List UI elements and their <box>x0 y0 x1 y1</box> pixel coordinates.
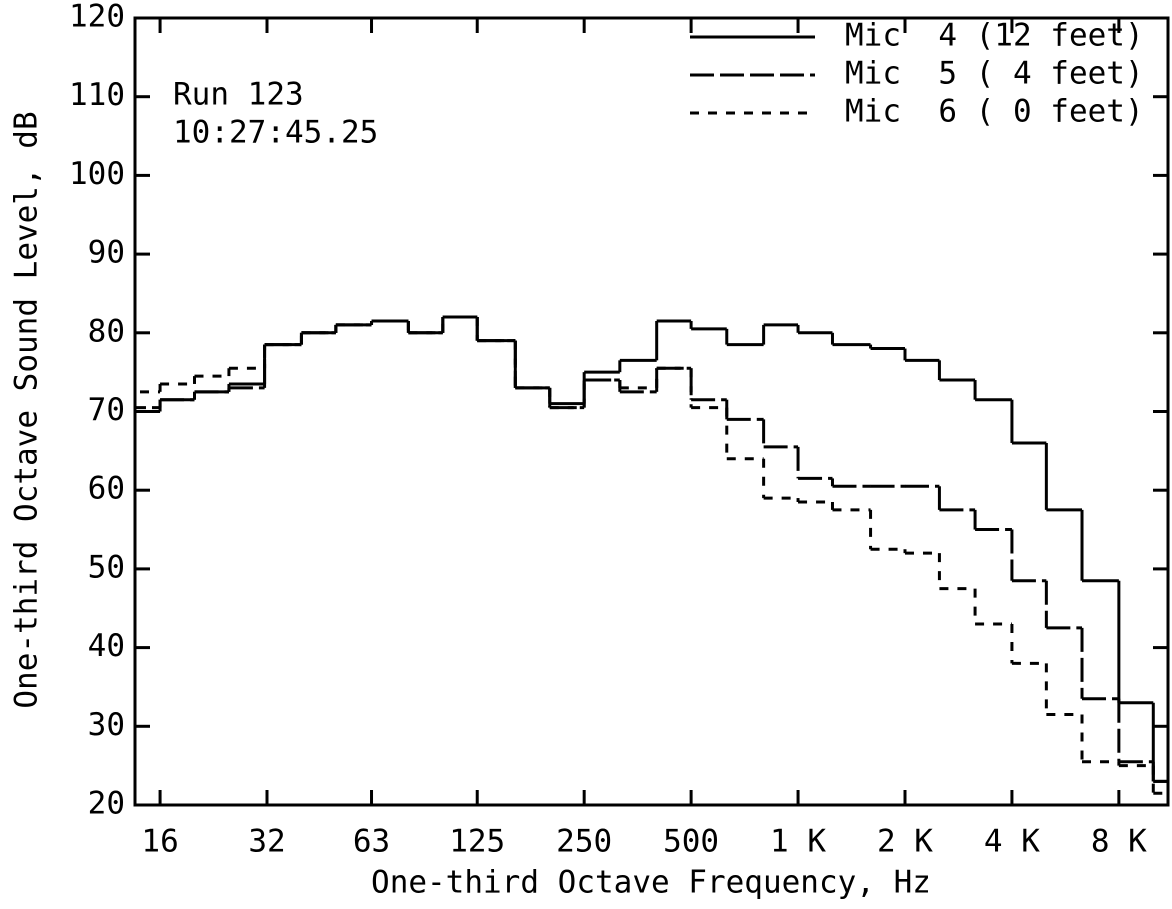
y-tick-label: 110 <box>69 77 125 113</box>
y-tick-label: 60 <box>88 471 125 507</box>
x-tick-label: 500 <box>663 824 719 860</box>
legend-label: Mic 6 ( 0 feet) <box>845 94 1144 130</box>
y-tick-label: 70 <box>88 392 125 428</box>
y-tick-label: 90 <box>88 235 125 271</box>
x-axis-label: One-third Octave Frequency, Hz <box>371 865 931 901</box>
x-tick-label: 8 K <box>1091 824 1147 860</box>
y-tick-label: 80 <box>88 313 125 349</box>
legend-label: Mic 4 (12 feet) <box>845 18 1144 54</box>
x-tick-label: 4 K <box>984 824 1040 860</box>
x-tick-label: 32 <box>248 824 285 860</box>
y-tick-label: 50 <box>88 549 125 585</box>
y-tick-label: 100 <box>69 156 125 192</box>
annotation: 10:27:45.25 <box>173 115 378 151</box>
y-tick-label: 40 <box>88 628 125 664</box>
y-tick-label: 30 <box>88 707 125 743</box>
annotation: Run 123 <box>173 77 304 113</box>
legend-label: Mic 5 ( 4 feet) <box>845 56 1144 92</box>
x-tick-label: 1 K <box>770 824 826 860</box>
y-tick-label: 120 <box>69 0 125 35</box>
plot-area <box>135 315 1168 795</box>
y-axis-label: One-third Octave Sound Level, dB <box>9 111 45 708</box>
x-tick-label: 63 <box>353 824 390 860</box>
y-tick-label: 20 <box>88 786 125 822</box>
x-tick-label: 125 <box>449 824 505 860</box>
x-tick-label: 250 <box>556 824 612 860</box>
x-tick-label: 2 K <box>877 824 933 860</box>
x-tick-label: 16 <box>141 824 178 860</box>
